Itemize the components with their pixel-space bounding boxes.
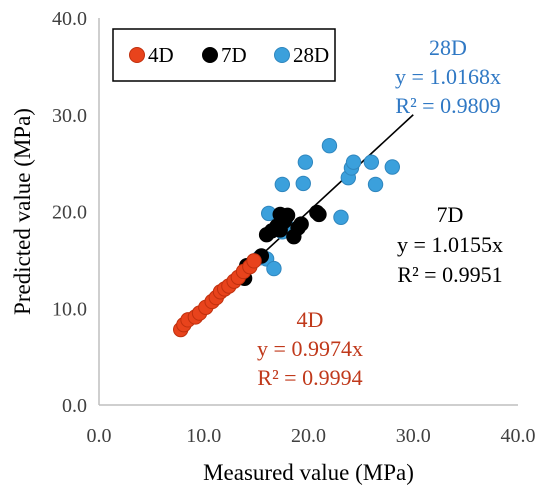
y-axis-title: Predicted value (MPa) [10,108,35,315]
annotation-7d-line: 7D [437,202,464,227]
point-7d [272,206,288,223]
annotation-7d-line: R² = 0.9951 [397,262,502,287]
legend-marker-28d [274,47,290,63]
y-tick-label: 10.0 [52,298,87,320]
legend-marker-4d [129,47,145,63]
y-tick-label: 20.0 [52,202,87,224]
points-layer [173,138,400,338]
point-7d [293,216,309,232]
x-tick-label: 20.0 [291,425,326,447]
point-28d [367,176,384,193]
x-axis-title: Measured value (MPa) [203,460,414,485]
annotation-28d-line: 28D [429,35,467,60]
point-28d [297,154,314,170]
legend: 4D 7D 28D [112,28,336,82]
legend-box [112,28,336,82]
annotation-28d-line: y = 1.0168x [395,64,501,89]
annotation-28d-line: R² = 0.9809 [395,93,500,118]
legend-label-28d: 28D [293,43,329,67]
y-tick-label: 40.0 [52,8,87,30]
legend-label-7d: 7D [221,43,247,67]
y-tick-label: 30.0 [52,105,87,127]
point-28d [295,175,311,192]
point-4d [246,253,262,269]
point-28d [345,154,362,170]
point-28d [321,138,338,154]
legend-marker-7d [202,47,218,63]
annotation-4d-line: 4D [297,307,324,332]
x-tick-labels: 0.0 10.0 20.0 30.0 40.0 [87,425,536,447]
annotation-7d-line: y = 1.0155x [397,232,503,257]
x-tick-label: 0.0 [87,425,112,447]
annotation-4d-line: y = 0.9974x [257,336,363,361]
point-28d [363,154,380,170]
axes-layer [98,18,518,406]
fit-annotations: 28D y = 1.0168x R² = 0.9809 7D y = 1.0155x R²… [257,35,516,390]
point-28d [266,260,282,277]
x-tick-label: 10.0 [186,425,221,447]
x-tick-label: 30.0 [396,425,431,447]
x-tick-label: 40.0 [501,425,536,447]
point-7d [311,206,327,223]
legend-label-4d: 4D [148,43,174,67]
point-28d [384,159,400,175]
y-tick-label: 0.0 [62,395,87,417]
annotation-bg-7d [376,196,516,290]
point-28d [274,176,291,193]
point-28d [333,209,349,226]
annotation-4d-line: R² = 0.9994 [257,365,362,390]
y-tick-labels: 0.0 10.0 20.0 30.0 40.0 [52,8,87,417]
